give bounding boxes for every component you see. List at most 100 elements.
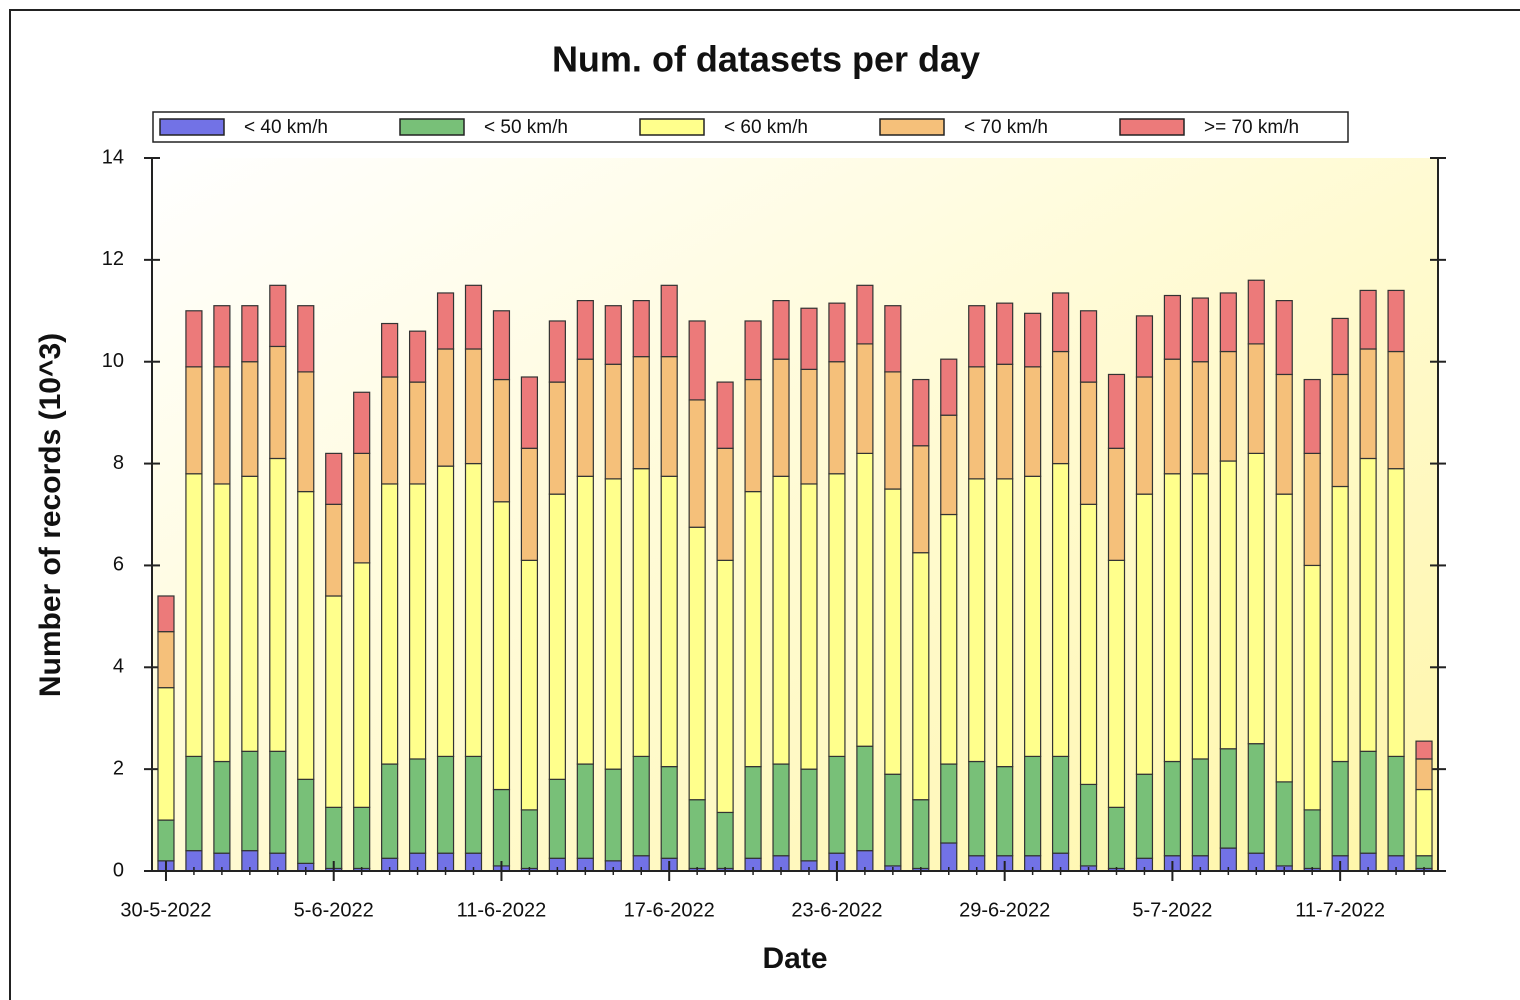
bar-segment <box>744 490 762 768</box>
bar-segment <box>772 300 790 360</box>
bar-segment <box>1275 373 1293 495</box>
y-tick-label: 4 <box>113 656 124 678</box>
legend-swatch <box>1119 118 1185 136</box>
bar-segment <box>576 475 594 765</box>
bar-segment <box>1024 312 1042 368</box>
bar-segment <box>800 483 818 770</box>
bar-segment <box>269 345 287 460</box>
bar-segment <box>1051 350 1070 465</box>
bar-segment <box>297 490 315 780</box>
bar-segment <box>1275 781 1293 867</box>
bar-segment <box>1303 809 1321 870</box>
bar-segment <box>297 371 315 493</box>
bar-segment <box>241 475 259 752</box>
bar-segment <box>1359 457 1377 752</box>
legend-label: < 70 km/h <box>964 117 1048 138</box>
y-tick-label: 6 <box>113 554 124 576</box>
y-tick-label: 0 <box>113 859 124 881</box>
bar-segment <box>660 356 678 477</box>
bar-segment <box>241 750 259 852</box>
bar-segment <box>828 755 846 854</box>
bar-segment <box>297 305 315 373</box>
bar-segment <box>1219 292 1237 353</box>
y-axis-title: Number of records (10^3) <box>34 333 67 697</box>
bar-segment <box>716 559 734 814</box>
bar-segment <box>1051 462 1070 758</box>
bar-segment <box>856 745 874 852</box>
x-tick-label: 5-6-2022 <box>294 899 374 921</box>
bar-segment <box>632 300 650 358</box>
bar-segment <box>213 483 231 763</box>
bar-segment <box>604 363 622 480</box>
bar-segment <box>744 765 762 859</box>
plot-area <box>152 158 1438 871</box>
bar-segment <box>800 768 818 862</box>
bar-segment <box>744 320 762 381</box>
bar-segment <box>436 348 455 467</box>
chart-title: Num. of datasets per day <box>552 39 980 80</box>
x-axis-title: Date <box>762 942 827 975</box>
bar-segment <box>1191 758 1209 857</box>
bar-segment <box>856 452 874 747</box>
bar-segment <box>520 376 539 449</box>
legend-label: < 50 km/h <box>484 117 568 138</box>
legend-swatch <box>399 118 465 136</box>
bar-segment <box>604 768 622 862</box>
legend-swatch <box>879 118 945 136</box>
bar-segment <box>912 378 930 447</box>
bar-segment <box>325 452 343 505</box>
bar-segment <box>157 819 175 862</box>
bar-segment <box>660 765 678 859</box>
bar-segment <box>269 457 287 752</box>
bar-segment <box>185 755 203 852</box>
bar-segment <box>716 381 734 449</box>
bar-segment <box>884 488 902 775</box>
bar-segment <box>968 305 986 368</box>
bar-segment <box>1079 503 1098 786</box>
bar-segment <box>912 552 930 801</box>
bar-segment <box>996 765 1014 857</box>
bar-segment <box>1163 473 1182 763</box>
bar-segment <box>940 358 958 416</box>
bar-segment <box>520 447 539 561</box>
x-tick-label: 11-7-2022 <box>1295 899 1385 921</box>
bar-segment <box>1331 373 1349 488</box>
bar-segment <box>940 763 958 844</box>
bar-segment <box>1247 452 1265 745</box>
bar-segment <box>1079 783 1098 867</box>
bar-segment <box>1359 289 1377 350</box>
bar-segment <box>213 305 231 368</box>
legend-swatch <box>639 118 705 136</box>
bar-segment <box>856 284 874 345</box>
bar-segment <box>436 292 455 350</box>
bar-segment <box>1303 452 1321 567</box>
legend-swatch <box>159 118 225 136</box>
bar-segment <box>1107 806 1126 870</box>
bar-segment <box>185 473 203 758</box>
bar-segment <box>1191 473 1209 760</box>
bar-segment <box>772 358 790 477</box>
bar-segment <box>1051 292 1070 353</box>
bar-segment <box>632 755 650 857</box>
bar-segment <box>492 310 511 381</box>
bar-segment <box>1247 743 1265 854</box>
bar-segment <box>688 320 706 401</box>
bar-segment <box>660 475 678 768</box>
bar-segment <box>1024 366 1042 477</box>
bar-segment <box>632 468 650 758</box>
bar-segment <box>772 763 790 857</box>
bar-segment <box>968 760 986 857</box>
x-tick-label: 11-6-2022 <box>457 899 547 921</box>
bar-segment <box>912 445 930 554</box>
bar-segment <box>1387 755 1405 857</box>
bar-segment <box>269 750 287 854</box>
bar-segment <box>157 595 175 633</box>
x-tick-label: 30-5-2022 <box>120 899 211 921</box>
bar-segment <box>1107 447 1126 561</box>
legend-label: >= 70 km/h <box>1204 117 1299 138</box>
y-tick-label: 2 <box>113 757 124 779</box>
bar-segment <box>185 366 203 475</box>
bar-segment <box>548 778 566 859</box>
bar-segment <box>968 478 986 763</box>
